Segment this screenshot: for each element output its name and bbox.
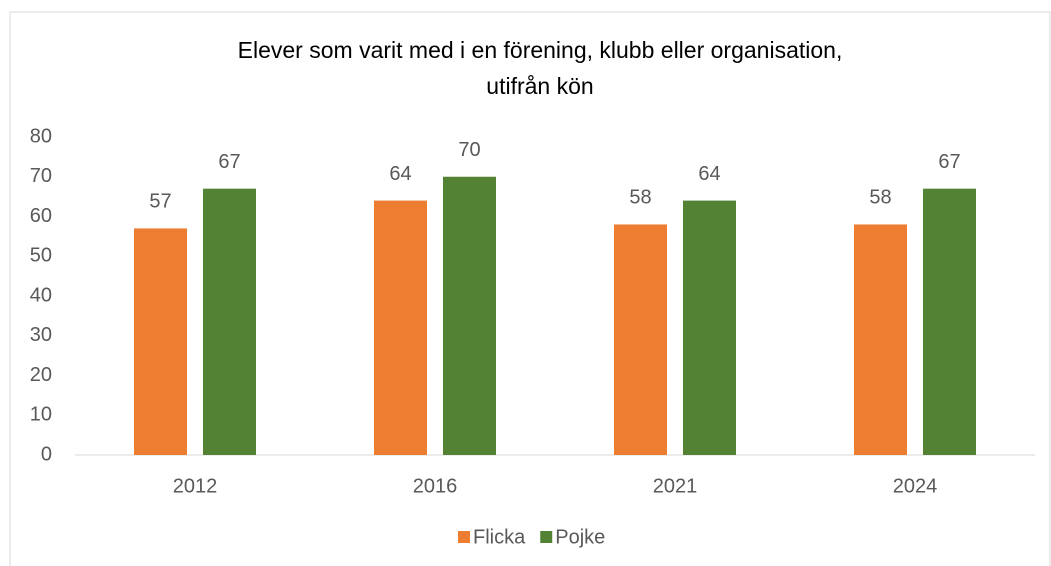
bar <box>854 224 907 455</box>
data-label: 64 <box>698 163 720 185</box>
y-tick-label: 0 <box>41 443 52 465</box>
legend-label: Pojke <box>555 526 605 548</box>
data-label: 67 <box>218 151 240 173</box>
legend-swatch <box>540 531 553 543</box>
legend-label: Flicka <box>473 526 526 548</box>
bar <box>374 200 427 455</box>
bar <box>923 188 976 456</box>
chart-title: Elever som varit med i en förening, klub… <box>238 37 843 63</box>
bar <box>443 176 496 455</box>
bar <box>203 188 256 456</box>
bar <box>134 228 187 455</box>
y-tick-label: 50 <box>30 245 52 267</box>
y-tick-label: 30 <box>30 324 52 346</box>
y-tick-label: 10 <box>30 404 52 426</box>
legend-swatch <box>458 531 470 543</box>
data-label: 64 <box>389 163 411 185</box>
y-tick-label: 60 <box>30 205 52 227</box>
x-tick-label: 2012 <box>173 475 218 497</box>
chart-title: utifrån kön <box>486 73 593 99</box>
bar <box>614 224 667 455</box>
y-tick-label: 20 <box>30 364 52 386</box>
data-label: 57 <box>149 191 171 213</box>
data-label: 58 <box>869 187 891 209</box>
x-tick-label: 2024 <box>893 475 938 497</box>
x-tick-label: 2021 <box>653 475 698 497</box>
y-tick-label: 40 <box>30 284 52 306</box>
data-label: 67 <box>938 151 960 173</box>
bar <box>683 200 736 455</box>
data-label: 70 <box>458 139 480 161</box>
x-tick-label: 2016 <box>413 475 458 497</box>
y-tick-label: 80 <box>30 125 52 147</box>
data-label: 58 <box>629 187 651 209</box>
y-tick-label: 70 <box>30 165 52 187</box>
